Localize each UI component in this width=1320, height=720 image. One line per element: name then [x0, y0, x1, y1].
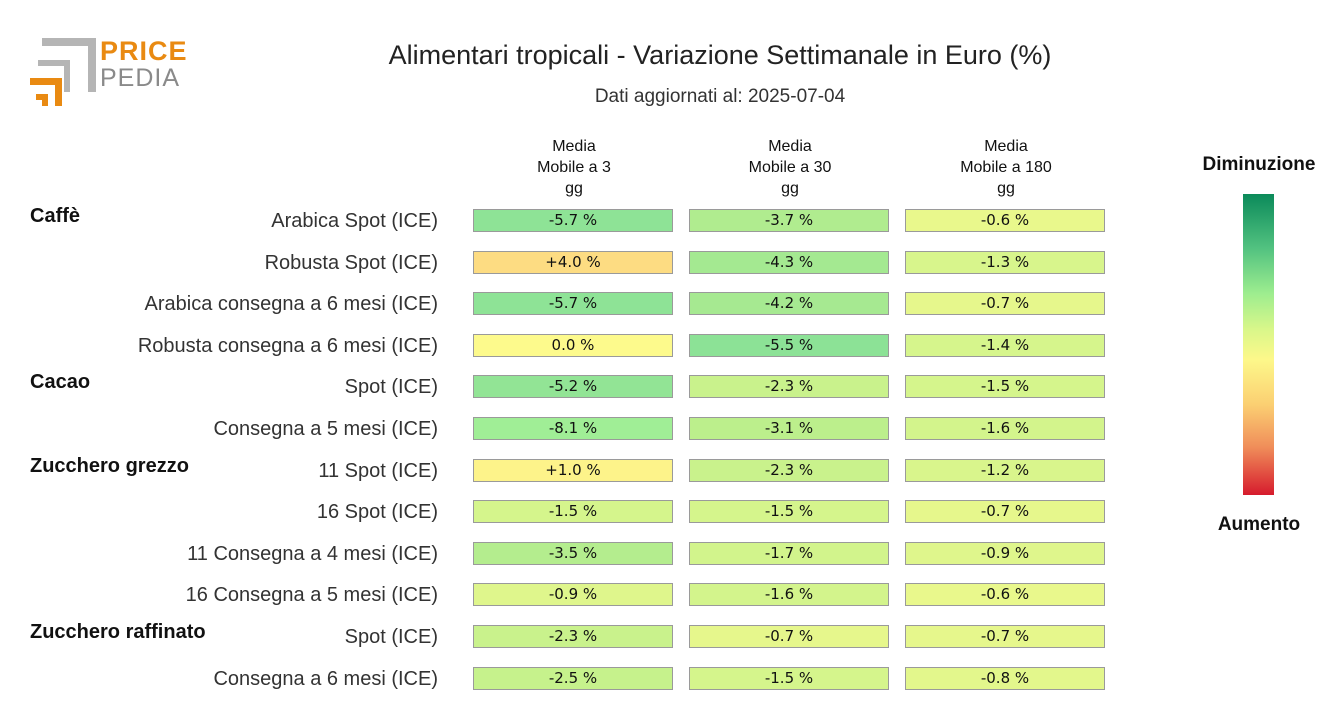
- heatmap-cell: -4.3 %: [689, 250, 889, 274]
- heatmap-cell: -5.7 %: [473, 292, 673, 316]
- row-label: Consegna a 5 mesi (ICE): [213, 418, 438, 440]
- heatmap-cell: -1.7 %: [689, 541, 889, 565]
- column-header-line: gg: [565, 180, 583, 197]
- heatmap-cell: -0.8 %: [905, 666, 1105, 690]
- row-label: Arabica consegna a 6 mesi (ICE): [144, 293, 438, 316]
- column-header-line: Mobile a 180: [960, 159, 1052, 176]
- heatmap-cell: -5.5 %: [689, 333, 889, 357]
- column-header-line: gg: [997, 180, 1015, 197]
- heatmap-cell: -1.6 %: [689, 583, 889, 607]
- heatmap-cell: -3.7 %: [689, 209, 889, 232]
- heatmap-cell: +4.0 %: [473, 250, 673, 274]
- heatmap-cell: -3.1 %: [689, 417, 889, 440]
- chart-title: Alimentari tropicali - Variazione Settim…: [388, 40, 1052, 70]
- heatmap-cell: -1.2 %: [905, 458, 1105, 482]
- heatmap-cell: -0.9 %: [905, 541, 1105, 565]
- logo-mark-icon: [30, 38, 96, 106]
- column-header-line: Media: [768, 138, 812, 155]
- heatmap-cell: -5.2 %: [473, 375, 673, 399]
- chart-subtitle: Dati aggiornati al: 2025-07-04: [594, 86, 846, 107]
- group-label: Caffè: [30, 205, 81, 227]
- heatmap-cell: -0.7 %: [905, 292, 1105, 316]
- column-header: Media Mobile a 30 gg: [689, 136, 891, 199]
- heatmap-cell: 0.0 %: [473, 333, 673, 357]
- row-label: 11 Consegna a 4 mesi (ICE): [187, 542, 438, 565]
- legend-colorbar: [1243, 194, 1274, 495]
- group-label: Zucchero raffinato: [30, 621, 206, 643]
- logo-price-text: PRICE: [100, 36, 188, 66]
- pricepedia-logo: PRICE PEDIA: [28, 36, 188, 111]
- heatmap-cell: -0.7 %: [689, 625, 889, 648]
- heatmap-cell: -1.5 %: [689, 666, 889, 690]
- heatmap-cell: -1.5 %: [905, 375, 1105, 399]
- heatmap-cell: -0.7 %: [905, 625, 1105, 648]
- column-header: Media Mobile a 3 gg: [473, 136, 675, 199]
- heatmap-cell: -1.5 %: [689, 500, 889, 524]
- heatmap-cell: -2.3 %: [689, 458, 889, 482]
- heatmap-cell: -3.5 %: [473, 541, 673, 565]
- heatmap-cell: -2.3 %: [689, 375, 889, 399]
- heatmap-cell: -2.5 %: [473, 666, 673, 690]
- column-header-line: Mobile a 30: [748, 159, 832, 176]
- row-label: 16 Consegna a 5 mesi (ICE): [185, 584, 438, 607]
- heatmap-cell: -0.9 %: [473, 583, 673, 607]
- column-header-line: Media: [984, 138, 1028, 155]
- column-header-line: Media: [552, 138, 596, 155]
- row-label: Robusta Spot (ICE): [264, 251, 438, 274]
- row-label: Robusta consegna a 6 mesi (ICE): [137, 334, 438, 357]
- heatmap-cell: -2.3 %: [473, 625, 673, 648]
- group-label: Zucchero grezzo: [30, 454, 189, 477]
- heatmap-cell: +1.0 %: [473, 458, 673, 482]
- heatmap-cell: -5.7 %: [473, 209, 673, 232]
- row-label: Consegna a 6 mesi (ICE): [213, 667, 438, 690]
- heatmap-cell: -1.6 %: [905, 417, 1105, 440]
- heatmap-cell: -1.3 %: [905, 250, 1105, 274]
- heatmap-cell: -4.2 %: [689, 292, 889, 316]
- heatmap-cell: -8.1 %: [473, 417, 673, 440]
- column-header-line: gg: [781, 180, 799, 197]
- column-header-line: Mobile a 3: [537, 159, 611, 176]
- heatmap-cell: -0.7 %: [905, 500, 1105, 524]
- legend-bottom-label: Aumento: [1217, 514, 1301, 535]
- row-label: Spot (ICE): [344, 626, 438, 648]
- row-label: Arabica Spot (ICE): [271, 210, 438, 232]
- heatmap-cell: -0.6 %: [905, 209, 1105, 232]
- heatmap-cell: -1.5 %: [473, 500, 673, 524]
- row-label: 16 Spot (ICE): [316, 501, 438, 524]
- group-label: Cacao: [30, 371, 91, 394]
- heatmap-cell: -0.6 %: [905, 583, 1105, 607]
- heatmap-cell: -1.4 %: [905, 333, 1105, 357]
- legend-top-label: Diminuzione: [1202, 154, 1316, 175]
- logo-text: PRICE PEDIA: [100, 36, 188, 92]
- row-label: Spot (ICE): [344, 376, 438, 399]
- column-header: Media Mobile a 180 gg: [905, 136, 1107, 199]
- row-label: 11 Spot (ICE): [318, 459, 438, 482]
- logo-pedia-text: PEDIA: [100, 64, 181, 92]
